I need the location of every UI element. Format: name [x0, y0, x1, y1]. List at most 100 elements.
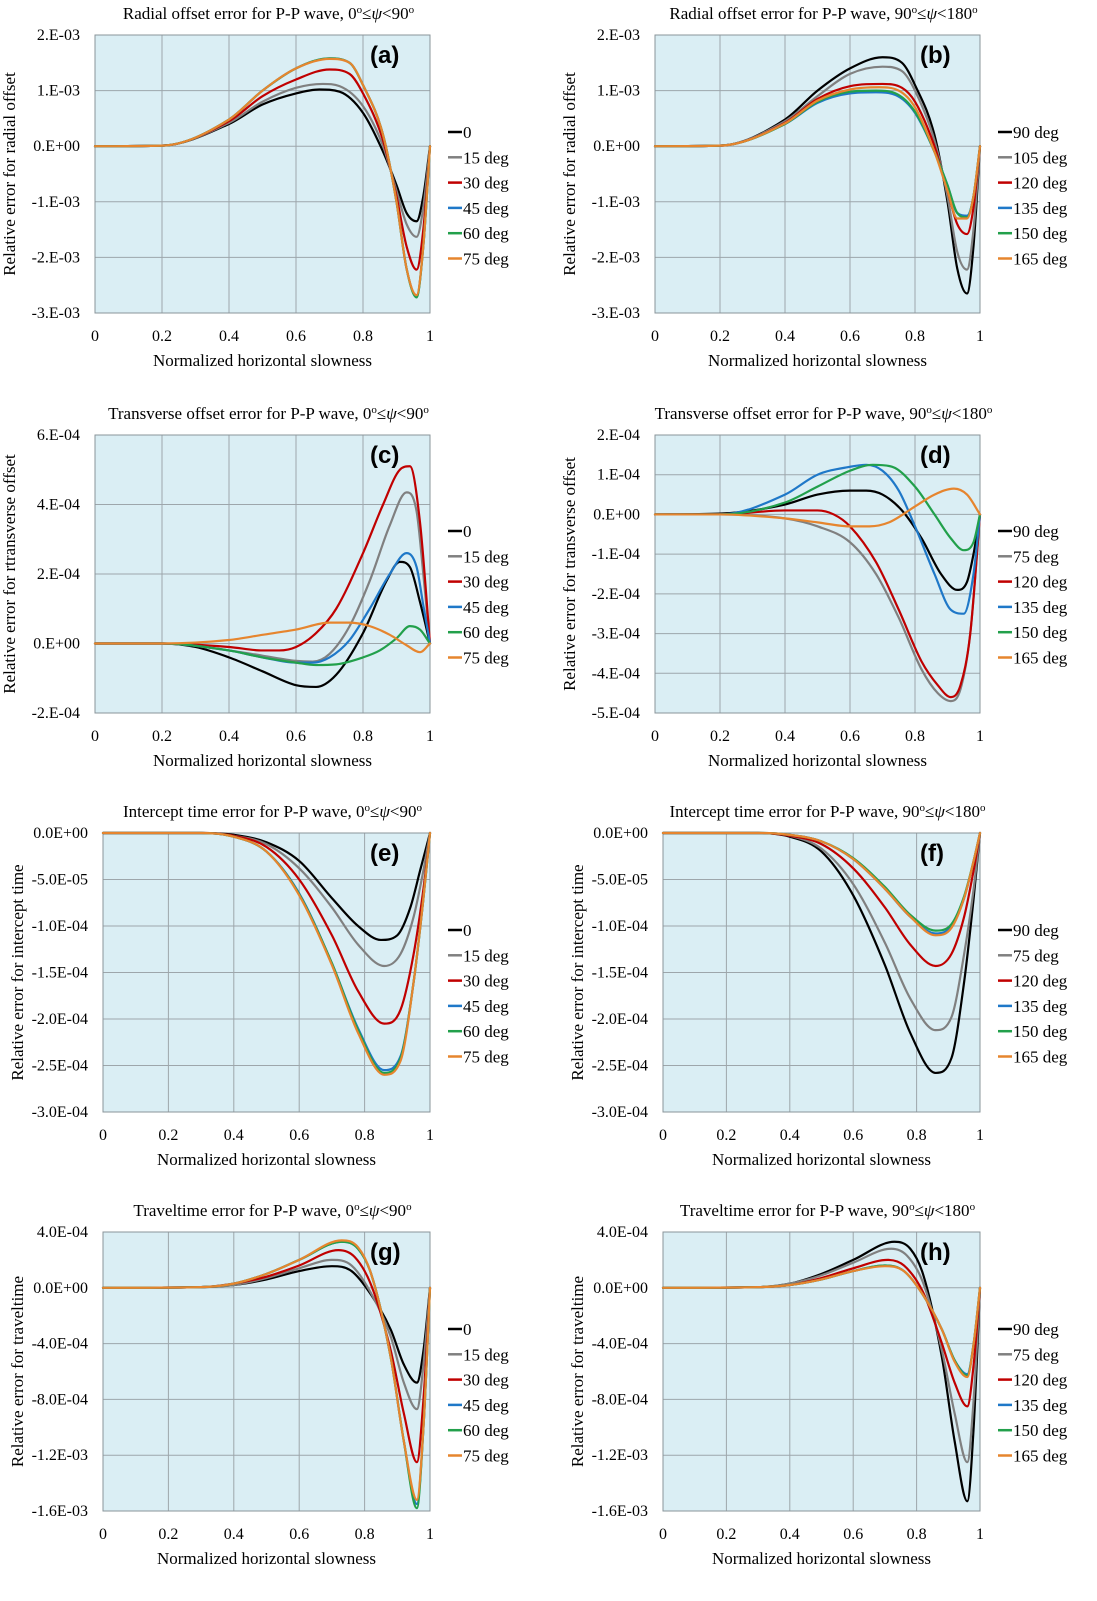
x-tick-label: 1	[976, 328, 984, 345]
series-line-a-2	[93, 68, 432, 271]
legend-label: 135 deg	[1013, 1396, 1068, 1415]
x-axis-label: Normalized horizontal slowness	[153, 351, 372, 370]
y-tick-label: -5.0E-05	[592, 872, 648, 889]
chart-title-sup2: o	[970, 1201, 976, 1213]
legend-label: 15 deg	[463, 547, 509, 566]
x-axis-label: Normalized horizontal slowness	[708, 751, 927, 770]
y-tick-label: -3.0E-04	[592, 1104, 648, 1121]
legend-label: 75 deg	[463, 1447, 509, 1466]
legend-label: 60 deg	[463, 1022, 509, 1041]
x-axis-label: Normalized horizontal slowness	[157, 1549, 376, 1568]
chart-title: Traveltime error for P-P wave, 90o≤ψ<180…	[680, 1201, 976, 1220]
plot-frame	[654, 34, 981, 314]
chart-title-sup2: o	[417, 802, 423, 814]
chart-title-mid2: <180	[934, 1201, 969, 1220]
y-tick-label: -3.0E-04	[32, 1104, 88, 1121]
chart-title-psi: ψ	[379, 802, 390, 821]
chart-title-pre: Radial offset error for P-P wave, 90	[669, 4, 911, 23]
series-line-f-5	[661, 831, 982, 937]
plot-frame	[102, 832, 431, 1113]
x-tick-label: 0.6	[289, 1526, 309, 1543]
series-line-d-2	[653, 509, 982, 699]
plot-frame	[662, 832, 981, 1113]
x-axis-label: Normalized horizontal slowness	[708, 351, 927, 370]
x-tick-label: 0.6	[286, 728, 306, 745]
legend-label: 60 deg	[463, 224, 509, 243]
x-tick-label: 1	[976, 728, 984, 745]
legend-label: 75 deg	[1013, 946, 1059, 965]
chart-title-psi: ψ	[371, 4, 382, 23]
y-tick-label: 2.E-03	[597, 27, 640, 44]
panel-label: (b)	[920, 42, 951, 69]
x-tick-label: 0	[91, 328, 99, 345]
legend-label: 30 deg	[463, 573, 509, 592]
chart-title-mid: ≤	[925, 802, 934, 821]
chart-title-pre: Traveltime error for P-P wave, 90	[680, 1201, 909, 1220]
y-tick-label: -2.E-03	[32, 249, 80, 266]
x-tick-label: 0.8	[353, 328, 373, 345]
chart-title-mid: ≤	[917, 4, 926, 23]
x-tick-label: 0.8	[905, 328, 925, 345]
x-tick-label: 0	[651, 728, 659, 745]
y-axis-label: Relative error for traveltime	[568, 1276, 587, 1467]
chart-title-sup2: o	[980, 802, 986, 814]
x-tick-label: 0.8	[907, 1526, 927, 1543]
y-tick-label: -2.E-03	[592, 249, 640, 266]
x-tick-label: 0	[659, 1127, 667, 1144]
legend-label: 75 deg	[1013, 547, 1059, 566]
y-tick-label: -1.E-03	[592, 194, 640, 211]
legend-label: 135 deg	[1013, 598, 1068, 617]
chart-title-mid: ≤	[932, 404, 941, 423]
legend-label: 75 deg	[463, 649, 509, 668]
panel-label: (d)	[920, 442, 951, 469]
y-tick-label: -2.0E-04	[32, 1011, 88, 1028]
chart-title-sup1: o	[365, 802, 371, 814]
x-tick-label: 0.2	[710, 728, 730, 745]
x-tick-label: 0.2	[716, 1526, 736, 1543]
chart-title-sup2: o	[987, 404, 993, 416]
legend-label: 0	[463, 921, 472, 940]
y-tick-label: -5.0E-05	[32, 872, 88, 889]
legend-label: 15 deg	[463, 148, 509, 167]
y-axis-label: Relative error for radial offset	[0, 72, 19, 276]
x-tick-label: 0.2	[152, 728, 172, 745]
panel-label: (g)	[370, 1239, 401, 1266]
y-tick-label: 1.E-04	[597, 467, 640, 484]
legend-label: 30 deg	[463, 174, 509, 193]
y-tick-label: 4.0E-04	[597, 1224, 648, 1241]
chart-title: Radial offset error for P-P wave, 0o≤ψ<9…	[123, 4, 415, 23]
series-line-c-2	[93, 465, 432, 652]
y-tick-label: 6.E-04	[37, 427, 80, 444]
chart-panel-e: 0 0.2 0.4 0.6 0.8 1 0.0E+00 -5.0E-05 -1.0E-04 -1.…	[8, 802, 509, 1169]
legend-label: 120 deg	[1013, 1371, 1068, 1390]
series-line-d-4	[653, 463, 982, 552]
y-tick-label: -1.2E-03	[32, 1447, 88, 1464]
legend-label: 120 deg	[1013, 972, 1068, 991]
x-tick-label: 0	[651, 328, 659, 345]
chart-title-sup1: o	[357, 4, 363, 16]
x-tick-label: 0.8	[905, 728, 925, 745]
y-tick-label: -4.0E-04	[592, 1336, 648, 1353]
x-tick-label: 0.4	[224, 1526, 244, 1543]
legend-label: 60 deg	[463, 1421, 509, 1440]
y-tick-label: -1.E-03	[32, 194, 80, 211]
y-tick-label: 0.0E+00	[593, 1280, 648, 1297]
chart-panel-g: 0 0.2 0.4 0.6 0.8 1 4.0E-04 0.0E+00 -4.0E-04 -8.0…	[8, 1201, 509, 1568]
x-tick-label: 0	[99, 1127, 107, 1144]
x-tick-label: 0.6	[843, 1127, 863, 1144]
series-line-h-1	[661, 1247, 982, 1464]
chart-title: Transverse offset error for P-P wave, 90…	[655, 404, 993, 423]
y-tick-label: -2.5E-04	[32, 1058, 88, 1075]
y-tick-label: 1.E-03	[37, 83, 80, 100]
x-tick-label: 1	[426, 1526, 434, 1543]
y-axis-label: Relative error for rtransverse offset	[0, 454, 19, 694]
legend-label: 60 deg	[463, 623, 509, 642]
x-tick-label: 0.4	[780, 1526, 800, 1543]
y-tick-label: 4.0E-04	[37, 1224, 88, 1241]
x-tick-label: 0.6	[286, 328, 306, 345]
y-tick-label: -1.E-04	[592, 546, 640, 563]
chart-title-psi: ψ	[386, 404, 397, 423]
series-line-c-5	[93, 621, 432, 654]
y-tick-label: -3.E-03	[592, 305, 640, 322]
chart-title: Radial offset error for P-P wave, 90o≤ψ<…	[669, 4, 978, 23]
